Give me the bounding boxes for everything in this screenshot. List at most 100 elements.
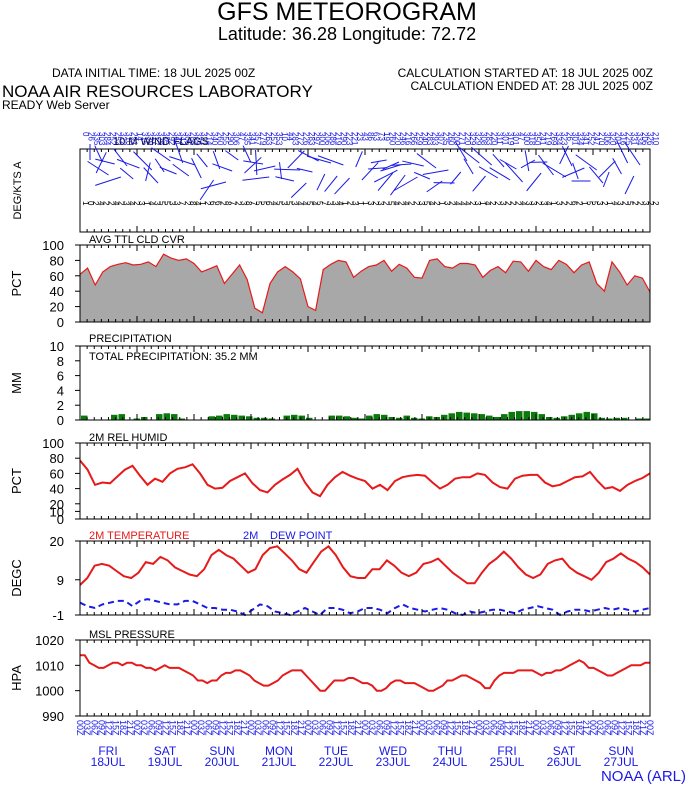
x-day-name: SUN	[209, 744, 234, 758]
wind-flag	[575, 154, 598, 171]
wind-direction-label: 220	[490, 132, 499, 146]
precip-bar	[553, 417, 560, 420]
wind-direction-label: 311	[495, 132, 504, 145]
wind-direction-label: 318	[527, 132, 536, 146]
wind-flag	[472, 175, 486, 192]
wind-direction-label: 269	[549, 132, 558, 146]
x-day-date: 21JUL	[262, 755, 297, 769]
wind-direction-label: 283	[307, 132, 316, 146]
wind-flag	[561, 146, 573, 167]
wind-flag	[174, 139, 184, 164]
y-tick-label: 990	[42, 709, 64, 724]
wind-direction-label: 263	[264, 132, 273, 146]
wind-speed-label: 4	[269, 201, 278, 206]
precip-bar	[261, 417, 268, 420]
wind-direction-label: 206	[640, 132, 649, 146]
x-hour-label: 09Z	[438, 720, 448, 736]
wind-direction-label: 300	[318, 132, 327, 146]
temperature-panel-title: 2M TEMPERATURE	[89, 530, 189, 542]
wind-direction-label: 341	[172, 132, 181, 146]
precip-bar	[486, 415, 493, 420]
x-hour-label: 15Z	[339, 720, 349, 736]
wind-direction-label: 206	[323, 132, 332, 146]
y-tick-label: 20	[50, 497, 64, 512]
y-tick-label: 1010	[35, 658, 64, 673]
wind-flag	[492, 153, 505, 168]
x-hour-label: 09Z	[267, 720, 277, 736]
wind-direction-label: 279	[258, 132, 267, 146]
wind-flag	[297, 150, 319, 162]
wind-speed-label: 1	[580, 201, 589, 206]
x-hour-label: 03Z	[139, 720, 149, 736]
wind-direction-label: 340	[210, 132, 219, 146]
wind-direction-label: 307	[436, 132, 445, 146]
x-hour-label: 03Z	[424, 720, 434, 736]
x-hour-label: 09Z	[324, 720, 334, 736]
precip-bar	[606, 418, 613, 420]
x-hour-label: 15Z	[111, 720, 121, 736]
dewpoint-line	[79, 598, 651, 617]
wind-flag	[317, 155, 344, 166]
wind-speed-label: 4	[147, 201, 156, 206]
wind-flag	[296, 167, 313, 173]
y-axis-label: PCT	[9, 468, 24, 494]
precip-bar	[208, 416, 215, 420]
wind-flag	[355, 151, 363, 168]
wind-speed-label: 1	[341, 201, 350, 206]
wind-flag	[95, 152, 107, 174]
wind-flag	[334, 177, 350, 195]
x-hour-label: 00Z	[189, 720, 199, 736]
wind-speed-label: 3	[168, 201, 177, 206]
wind-direction-label: 260	[388, 132, 397, 146]
wind-direction-label: 216	[404, 132, 413, 146]
x-hour-label: 21Z	[524, 720, 534, 736]
precip-bar	[246, 416, 253, 420]
wind-direction-label: 335	[242, 132, 251, 146]
precip-bar	[463, 412, 470, 420]
wind-speed-label: 3	[330, 201, 339, 206]
wind-speed-label: 2	[559, 201, 568, 206]
y-tick-label: 0	[57, 413, 64, 428]
y-tick-label: 0	[57, 315, 64, 330]
y-axis-label: PCT	[9, 270, 24, 296]
wind-direction-label: 271	[457, 132, 466, 146]
wind-flag	[416, 153, 437, 169]
wind-speed-label: 4	[300, 201, 309, 206]
wind-speed-label: 3	[524, 201, 533, 206]
y-tick-label: -1	[52, 608, 64, 623]
wind-speed-label: 4	[458, 201, 467, 206]
x-hour-label: 15Z	[510, 720, 520, 736]
wind-speed-label: 5	[254, 201, 263, 206]
wind-direction-label: 266	[409, 132, 418, 146]
wind-direction-label: 321	[199, 132, 208, 146]
y-tick-label: 40	[50, 482, 64, 497]
wind-direction-label: 260	[447, 132, 456, 146]
wind-speed-label: 2	[407, 201, 416, 206]
wind-speed-label: 3	[290, 201, 299, 206]
y-tick-label: 1020	[35, 633, 64, 648]
wind-speed-label: 4	[453, 201, 462, 206]
wind-speed-label: 5	[422, 201, 431, 206]
wind-flag	[154, 158, 165, 173]
wind-speed-label: 7	[178, 201, 187, 206]
wind-flag	[382, 161, 400, 170]
wind-direction-label: 23	[355, 132, 364, 141]
wind-flag	[172, 163, 190, 177]
wind-speed-label: 3	[529, 201, 538, 206]
wind-flag	[95, 158, 115, 165]
y-tick-label: 9	[57, 573, 64, 588]
wind-flag	[95, 176, 122, 186]
wind-speed-label: 3	[279, 201, 288, 206]
wind-speed-label: 1	[605, 201, 614, 206]
precip-bar	[403, 415, 410, 420]
wind-flag	[191, 158, 202, 179]
wind-speed-label: 3	[137, 201, 146, 206]
wind-speed-label: 3	[239, 201, 248, 206]
wind-flag	[602, 171, 610, 188]
wind-speed-label: 5	[585, 201, 594, 206]
wind-speed-label: 5	[315, 201, 324, 206]
x-hour-label: 21Z	[410, 720, 420, 736]
y-tick-label: 100	[42, 238, 64, 253]
wind-speed-label: 1	[361, 201, 370, 206]
wind-direction-label: 329	[474, 132, 483, 146]
